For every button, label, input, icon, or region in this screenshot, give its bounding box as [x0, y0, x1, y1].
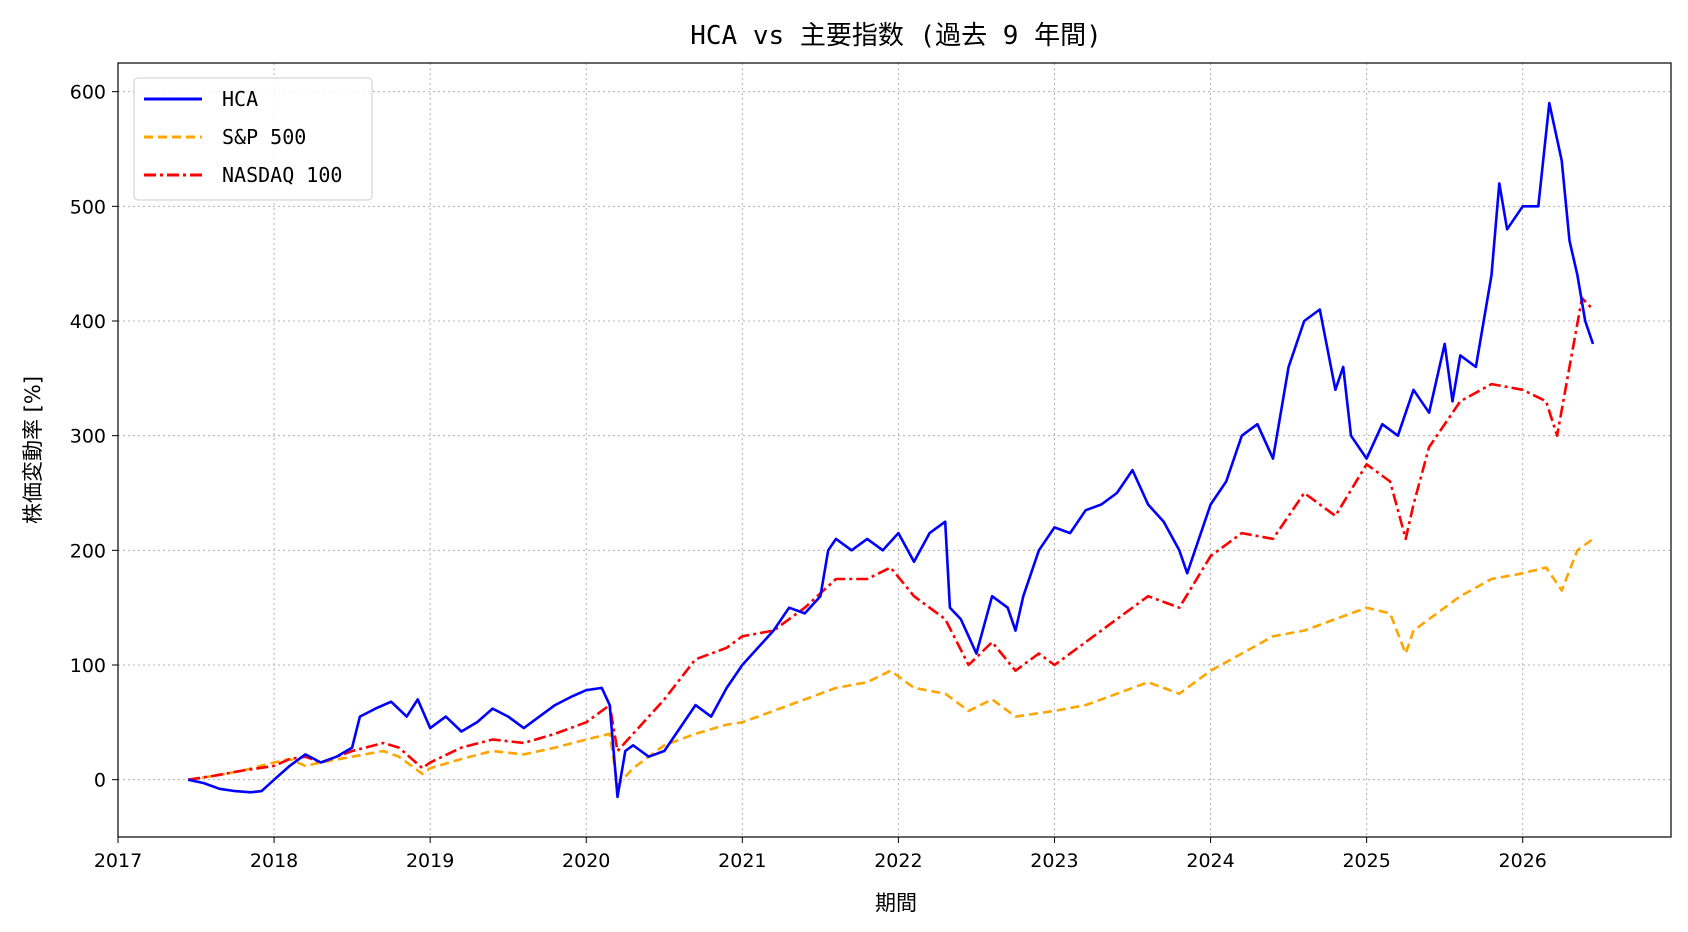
- x-axis-title: 期間: [875, 891, 917, 915]
- series-line-nasdaq-100: [188, 296, 1594, 781]
- x-tick-label: 2023: [1030, 850, 1078, 872]
- legend: HCA S&P 500 NASDAQ 100: [133, 77, 373, 201]
- legend-label-nasdaq100: NASDAQ 100: [222, 163, 342, 187]
- series-lines: [187, 101, 1595, 799]
- x-tick-label: 2019: [406, 850, 454, 872]
- y-tick-label: 600: [70, 82, 106, 104]
- x-tick-label: 2018: [250, 850, 298, 872]
- x-tick-label: 2021: [718, 850, 766, 872]
- legend-label-sp500: S&P 500: [222, 125, 306, 149]
- legend-frame: [133, 77, 373, 201]
- series-line-s-p-500: [188, 537, 1594, 787]
- legend-label-hca: HCA: [222, 87, 258, 111]
- x-tick-label: 2017: [94, 850, 142, 872]
- grid: [117, 63, 1671, 837]
- plot-frame: [117, 62, 1672, 838]
- y-tick-label: 0: [94, 770, 106, 792]
- y-tick-label: 400: [70, 311, 106, 333]
- x-tick-label: 2020: [562, 850, 610, 872]
- series-line-hca: [187, 101, 1595, 799]
- y-tick-label: 200: [70, 540, 106, 562]
- y-tick-label: 300: [70, 426, 106, 448]
- x-tick-label: 2022: [874, 850, 922, 872]
- chart-title: HCA vs 主要指数 (過去 9 年間): [690, 21, 1102, 51]
- x-axis-ticks: 2017 2018 2019 2020 2021 2022 2023 2024 2025 2026: [94, 837, 1547, 872]
- y-axis-title: 株価変動率 [%]: [21, 376, 45, 524]
- x-tick-label: 2024: [1186, 850, 1234, 872]
- x-tick-label: 2025: [1342, 850, 1390, 872]
- y-tick-label: 100: [70, 655, 106, 677]
- y-axis-ticks: 0 100 200 300 400 500 600: [70, 82, 118, 792]
- y-tick-label: 500: [70, 196, 106, 218]
- x-tick-label: 2026: [1499, 850, 1547, 872]
